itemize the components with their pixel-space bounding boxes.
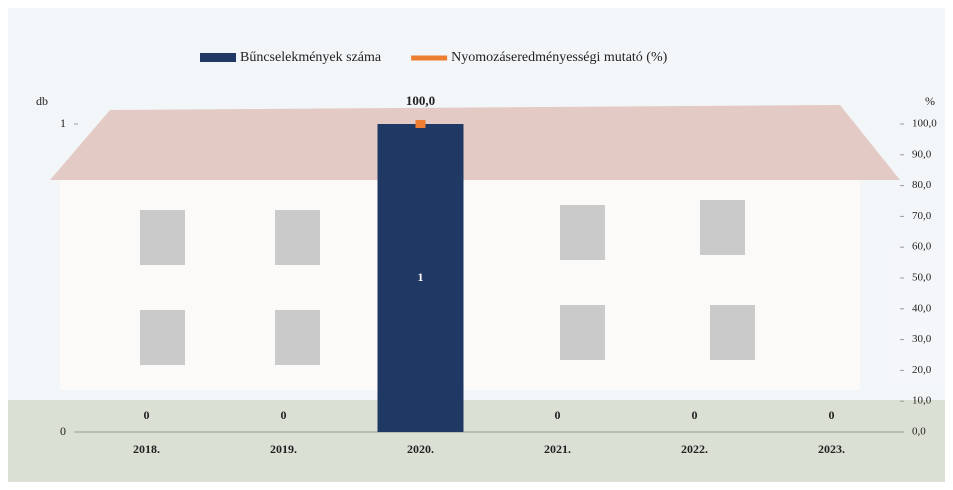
bar-value-label: 0 bbox=[281, 408, 287, 422]
line-marker bbox=[415, 120, 426, 128]
y2-tick-label: 70,0 bbox=[912, 210, 932, 222]
y-tick-label: 1 bbox=[60, 116, 66, 130]
bar-value-label: 0 bbox=[144, 408, 150, 422]
x-tick-label: 2020. bbox=[407, 442, 434, 456]
x-tick-label: 2018. bbox=[133, 442, 160, 456]
y2-tick-label: 30,0 bbox=[912, 333, 932, 345]
y2-axis-title: % bbox=[925, 94, 935, 108]
y2-tick-label: 40,0 bbox=[912, 302, 932, 314]
y2-tick-label: 90,0 bbox=[912, 148, 932, 160]
y2-tick-label: 0,0 bbox=[912, 426, 926, 438]
background-photo bbox=[8, 8, 945, 482]
legend-swatch bbox=[200, 53, 236, 62]
x-tick-label: 2021. bbox=[544, 442, 571, 456]
y2-tick-label: 50,0 bbox=[912, 272, 932, 284]
bar bbox=[377, 124, 464, 432]
y2-tick-label: 60,0 bbox=[912, 241, 932, 253]
y-axis-title: db bbox=[36, 94, 48, 108]
x-tick-label: 2019. bbox=[270, 442, 297, 456]
y-tick-label: 0 bbox=[60, 424, 66, 438]
y2-tick-label: 80,0 bbox=[912, 179, 932, 191]
bar-value-label: 0 bbox=[555, 408, 561, 422]
y2-tick-label: 10,0 bbox=[912, 395, 932, 407]
bar-value-label: 1 bbox=[418, 270, 424, 284]
legend-label: Nyomozáseredményességi mutató (%) bbox=[451, 50, 667, 65]
bar-value-label: 0 bbox=[692, 408, 698, 422]
x-tick-label: 2023. bbox=[818, 442, 845, 456]
x-tick-label: 2022. bbox=[681, 442, 708, 456]
legend-label: Bűncselekmények száma bbox=[240, 50, 382, 65]
y2-tick-label: 100,0 bbox=[912, 118, 937, 130]
bar-value-label: 0 bbox=[829, 408, 835, 422]
line-value-label: 100,0 bbox=[406, 93, 435, 108]
y2-tick-label: 20,0 bbox=[912, 364, 932, 376]
